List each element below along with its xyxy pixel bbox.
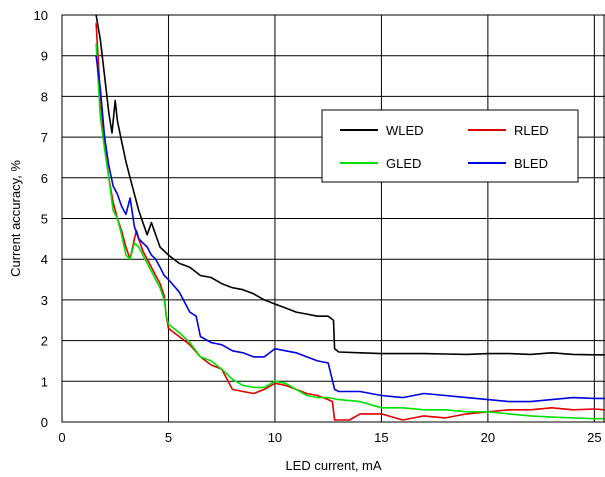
x-tick-label: 20 xyxy=(481,430,495,445)
x-tick-label: 15 xyxy=(374,430,388,445)
y-tick-labels: 0 1 2 3 4 5 6 7 8 9 10 xyxy=(34,8,48,430)
legend-label-gled: GLED xyxy=(386,156,421,171)
y-tick-label: 2 xyxy=(41,334,48,349)
x-tick-label: 0 xyxy=(58,430,65,445)
legend: WLED RLED GLED BLED xyxy=(321,109,579,183)
plot-frame xyxy=(61,14,605,423)
series-line-gled xyxy=(95,43,605,420)
legend-box xyxy=(321,109,579,183)
x-tick-labels: 0 5 10 15 20 25 xyxy=(58,430,601,445)
series-lines xyxy=(95,15,605,421)
grid-lines xyxy=(61,14,605,423)
y-tick-label: 4 xyxy=(41,252,48,267)
y-tick-label: 0 xyxy=(41,415,48,430)
y-tick-label: 10 xyxy=(34,8,48,23)
y-tick-label: 8 xyxy=(41,89,48,104)
series-line-rled xyxy=(95,23,605,421)
series-line-wled xyxy=(95,15,605,356)
y-tick-label: 7 xyxy=(41,130,48,145)
series-line-bled xyxy=(95,55,605,403)
x-axis-label: LED current, mA xyxy=(285,458,381,473)
y-tick-label: 1 xyxy=(41,374,48,389)
x-tick-label: 5 xyxy=(165,430,172,445)
legend-label-bled: BLED xyxy=(514,156,548,171)
y-tick-label: 3 xyxy=(41,293,48,308)
legend-label-rled: RLED xyxy=(514,123,549,138)
x-tick-label: 10 xyxy=(268,430,282,445)
legend-label-wled: WLED xyxy=(386,123,424,138)
x-tick-label: 25 xyxy=(587,430,601,445)
y-tick-label: 9 xyxy=(41,49,48,64)
y-tick-label: 6 xyxy=(41,171,48,186)
y-tick-label: 5 xyxy=(41,212,48,227)
y-axis-label: Current accuracy, % xyxy=(8,160,23,277)
